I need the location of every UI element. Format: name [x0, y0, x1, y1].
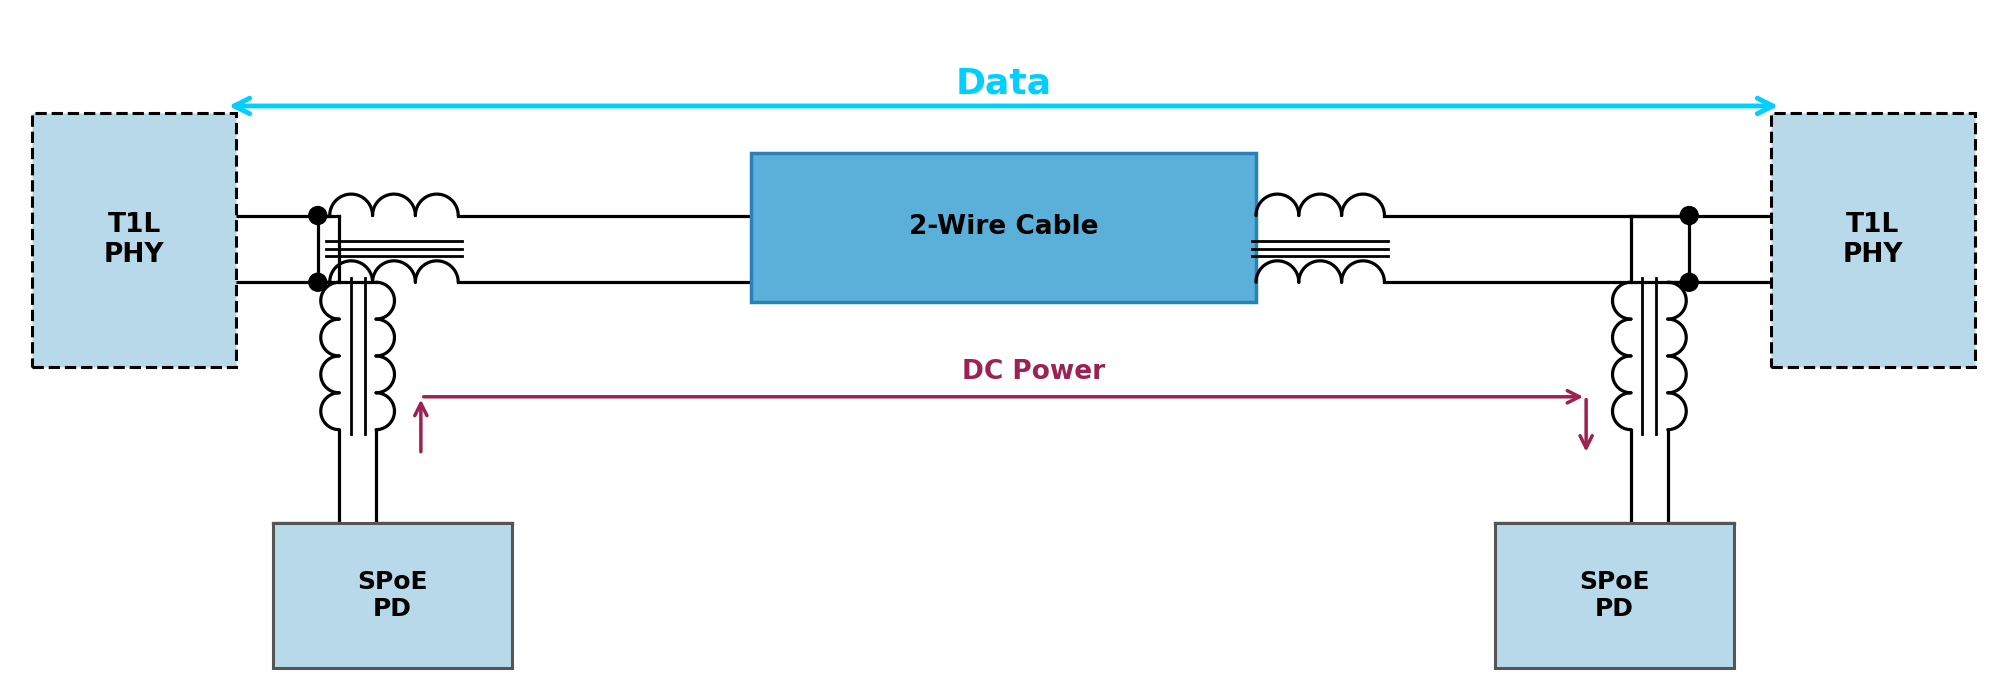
- Text: T1L
PHY: T1L PHY: [1842, 212, 1903, 268]
- Polygon shape: [1770, 113, 1975, 367]
- Circle shape: [309, 273, 327, 291]
- Text: SPoE
PD: SPoE PD: [1580, 570, 1650, 621]
- Circle shape: [1680, 273, 1698, 291]
- Text: SPoE
PD: SPoE PD: [357, 570, 427, 621]
- Text: T1L
PHY: T1L PHY: [104, 212, 165, 268]
- Text: DC Power: DC Power: [961, 359, 1106, 385]
- Text: 2-Wire Cable: 2-Wire Cable: [909, 214, 1098, 240]
- Circle shape: [1680, 207, 1698, 225]
- FancyBboxPatch shape: [273, 523, 512, 668]
- FancyBboxPatch shape: [1495, 523, 1734, 668]
- Text: Data: Data: [955, 66, 1052, 100]
- Circle shape: [309, 207, 327, 225]
- FancyBboxPatch shape: [751, 153, 1256, 302]
- Polygon shape: [32, 113, 237, 367]
